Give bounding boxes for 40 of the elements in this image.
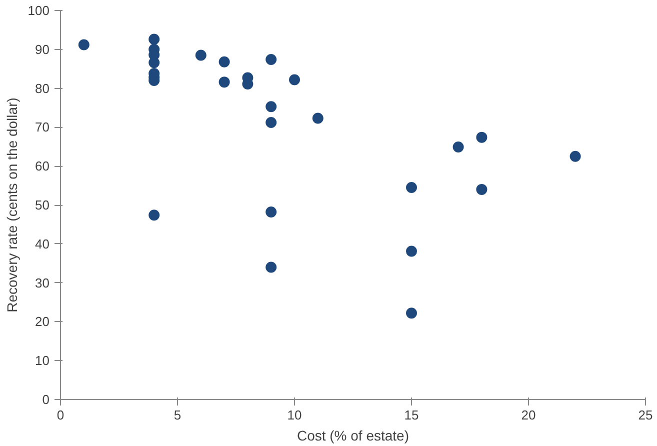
point bbox=[406, 182, 417, 193]
point bbox=[452, 142, 464, 153]
point bbox=[148, 57, 160, 68]
x-tick-label: 5 bbox=[174, 408, 182, 422]
point bbox=[406, 308, 417, 319]
point bbox=[266, 54, 277, 66]
point bbox=[266, 101, 277, 112]
y-tick-label: 70 bbox=[35, 120, 50, 135]
y-tick-label: 20 bbox=[35, 314, 50, 330]
x-tick-label: 10 bbox=[287, 408, 302, 422]
point bbox=[289, 74, 300, 86]
point bbox=[148, 210, 160, 221]
x-tick-label: 25 bbox=[638, 408, 653, 422]
point bbox=[266, 262, 277, 273]
point bbox=[476, 132, 488, 143]
point bbox=[570, 150, 581, 162]
x-tick-label: 20 bbox=[521, 408, 536, 422]
point bbox=[266, 206, 277, 218]
point bbox=[312, 112, 324, 124]
y-tick-label: 30 bbox=[35, 275, 50, 290]
y-tick-label: 80 bbox=[35, 80, 50, 96]
point bbox=[476, 184, 488, 195]
y-tick-label: 50 bbox=[35, 198, 50, 212]
y-tick-label: 90 bbox=[35, 42, 50, 57]
y-axis-title: Recovery rate (cents on the dollar) bbox=[4, 98, 20, 312]
point bbox=[78, 39, 90, 50]
x-tick-label: 15 bbox=[404, 408, 419, 422]
y-tick-label: 10 bbox=[35, 353, 50, 368]
point bbox=[218, 76, 230, 88]
x-axis-title: Cost (% of estate) bbox=[296, 428, 410, 444]
y-tick-label: 0 bbox=[42, 392, 50, 407]
point bbox=[195, 50, 206, 61]
x-tick-label: 0 bbox=[56, 408, 64, 422]
y-tick-label: 60 bbox=[35, 158, 50, 174]
y-tick-label: 100 bbox=[28, 3, 50, 18]
point bbox=[148, 34, 160, 45]
y-tick-label: 40 bbox=[35, 236, 50, 252]
point bbox=[218, 56, 230, 68]
point bbox=[266, 117, 277, 128]
point bbox=[406, 246, 417, 257]
